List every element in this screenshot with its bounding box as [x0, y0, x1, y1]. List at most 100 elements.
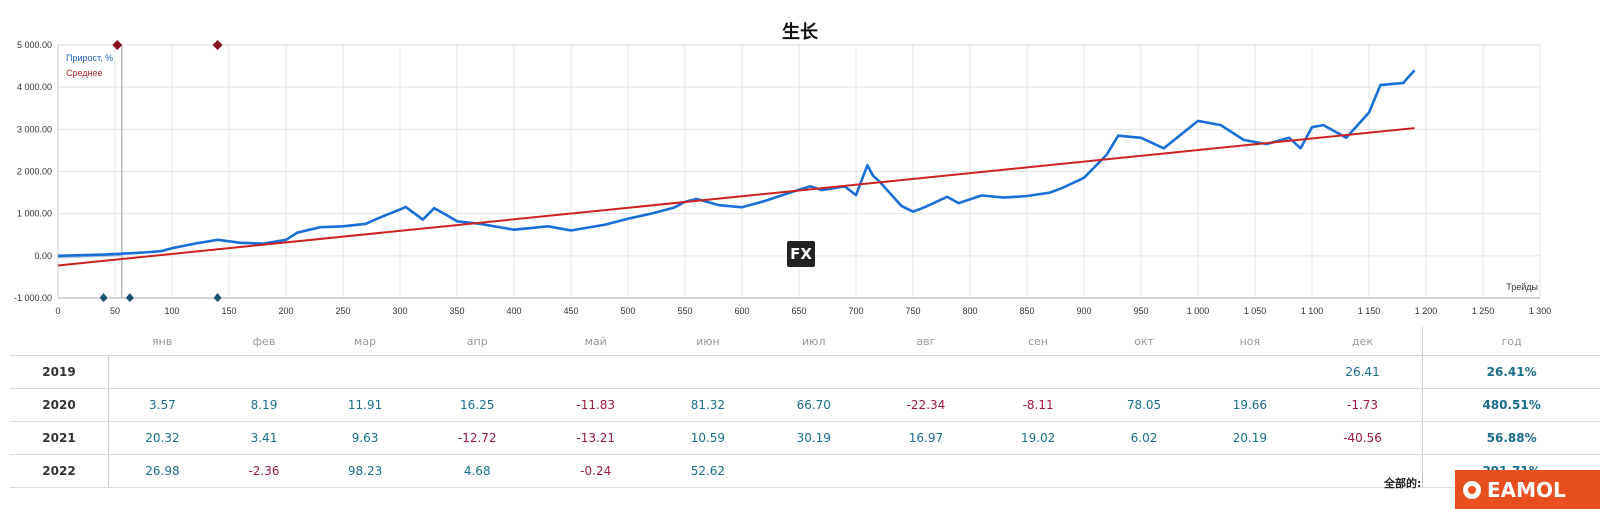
month-value-cell	[760, 454, 867, 488]
month-value-cell: -2.36	[215, 454, 313, 488]
month-value-cell: -12.72	[417, 421, 537, 455]
header-blank-cell	[10, 327, 109, 356]
month-value-cell: 81.32	[654, 388, 761, 422]
y-tick-label: -1 000.00	[14, 293, 52, 303]
x-tick-label: 950	[1133, 306, 1148, 316]
top-marker-diamond	[112, 40, 123, 50]
month-value-cell: 11.91	[312, 388, 418, 422]
monthly-returns-table: янв фев мар апр май июн июл авг сен окт ноя дек год …	[10, 327, 1600, 488]
x-tick-label: 1 150	[1358, 306, 1381, 316]
x-tick-label: 1 000	[1187, 306, 1210, 316]
x-tick-label: 300	[392, 306, 407, 316]
month-value-cell: 66.70	[760, 388, 867, 422]
month-value-cell	[1196, 355, 1303, 389]
x-tick-label: 400	[506, 306, 521, 316]
total-label: 全部的:	[1384, 477, 1422, 490]
brand-icon	[1463, 480, 1481, 499]
year-cell: 2019	[10, 355, 109, 389]
x-tick-label: 1 200	[1415, 306, 1438, 316]
x-tick-label: 900	[1076, 306, 1091, 316]
column-header: мар	[312, 327, 418, 356]
chart-svg: 5 000.00 4 000.00 3 000.00 2 000.00 1 000.00…	[14, 40, 1552, 316]
series-growth-line	[57, 69, 1416, 258]
column-header: сен	[985, 327, 1092, 356]
x-tick-label: 1 250	[1472, 306, 1495, 316]
month-value-cell: 3.57	[108, 388, 216, 422]
x-tick-label: 1 050	[1244, 306, 1267, 316]
month-value-cell	[1091, 454, 1197, 488]
column-header: апр	[417, 327, 537, 356]
year-total-cell: 56.88%	[1422, 421, 1600, 455]
column-header: янв	[108, 327, 216, 356]
month-value-cell: 20.19	[1196, 421, 1303, 455]
month-value-cell	[866, 355, 986, 389]
x-tick-label: 250	[335, 306, 350, 316]
brand-name: EAMOL	[1487, 477, 1566, 502]
month-value-cell	[1091, 355, 1197, 389]
y-tick-label: 0.00	[34, 251, 52, 261]
legend-item-average[interactable]: Среднее	[66, 68, 103, 78]
month-value-cell: 20.32	[108, 421, 216, 455]
column-header: июн	[654, 327, 761, 356]
table-row: 2020 3.57 8.19 11.91 16.25 -11.83 81.32 66.70 -2…	[10, 388, 1600, 422]
year-total-cell: 480.51%	[1422, 388, 1600, 422]
x-tick-label: 350	[449, 306, 464, 316]
month-value-cell	[215, 355, 313, 389]
month-value-cell: -22.34	[866, 388, 986, 422]
x-tick-label: 600	[734, 306, 749, 316]
x-tick-label: 800	[962, 306, 977, 316]
brand-logo: EAMOL	[1455, 470, 1600, 509]
x-tick-label: 150	[221, 306, 236, 316]
year-cell: 2022	[10, 454, 109, 488]
month-value-cell: 16.25	[417, 388, 537, 422]
month-value-cell	[866, 454, 986, 488]
month-value-cell	[1302, 454, 1423, 488]
column-header: авг	[866, 327, 986, 356]
month-value-cell	[985, 454, 1092, 488]
y-tick-label: 5 000.00	[17, 40, 52, 50]
x-tick-label: 100	[164, 306, 179, 316]
series-average-line	[57, 127, 1415, 267]
top-marker-diamond	[212, 40, 223, 50]
x-tick-label: 550	[677, 306, 692, 316]
year-cell: 2020	[10, 388, 109, 422]
x-axis-label: Трейды	[1506, 282, 1538, 292]
month-value-cell: 26.98	[108, 454, 216, 488]
column-header: ноя	[1196, 327, 1303, 356]
month-value-cell: -1.73	[1302, 388, 1423, 422]
month-value-cell: -8.11	[985, 388, 1092, 422]
x-tick-label: 1 300	[1529, 306, 1552, 316]
month-value-cell: 10.59	[654, 421, 761, 455]
month-value-cell	[312, 355, 418, 389]
column-header: дек	[1302, 327, 1423, 356]
month-value-cell	[654, 355, 761, 389]
month-value-cell: 19.66	[1196, 388, 1303, 422]
month-value-cell: -11.83	[536, 388, 655, 422]
month-value-cell	[417, 355, 537, 389]
legend-item-growth[interactable]: Прирост, %	[66, 53, 114, 63]
column-header: май	[536, 327, 655, 356]
month-value-cell: 52.62	[654, 454, 761, 488]
x-tick-label: 750	[905, 306, 920, 316]
month-value-cell: -13.21	[536, 421, 655, 455]
x-tick-label: 650	[791, 306, 806, 316]
month-value-cell: 4.68	[417, 454, 537, 488]
x-tick-label: 500	[620, 306, 635, 316]
month-value-cell	[1196, 454, 1303, 488]
x-tick-label: 450	[563, 306, 578, 316]
x-tick-label: 200	[278, 306, 293, 316]
month-value-cell: 16.97	[866, 421, 986, 455]
month-value-cell: 30.19	[760, 421, 867, 455]
month-value-cell: 98.23	[312, 454, 418, 488]
month-value-cell	[760, 355, 867, 389]
table-body: 2019 26.41 26.41% 2020 3.57 8.19 11.91 16.25 -11…	[10, 355, 1600, 488]
month-value-cell: 8.19	[215, 388, 313, 422]
x-tick-label: 1 100	[1301, 306, 1324, 316]
bottom-marker-diamond	[99, 293, 108, 302]
month-value-cell: 6.02	[1091, 421, 1197, 455]
bottom-marker-diamond	[125, 293, 134, 302]
table-header-row: янв фев мар апр май июн июл авг сен окт ноя дек год	[10, 327, 1600, 356]
month-value-cell: 78.05	[1091, 388, 1197, 422]
bottom-marker-diamond	[213, 293, 222, 302]
